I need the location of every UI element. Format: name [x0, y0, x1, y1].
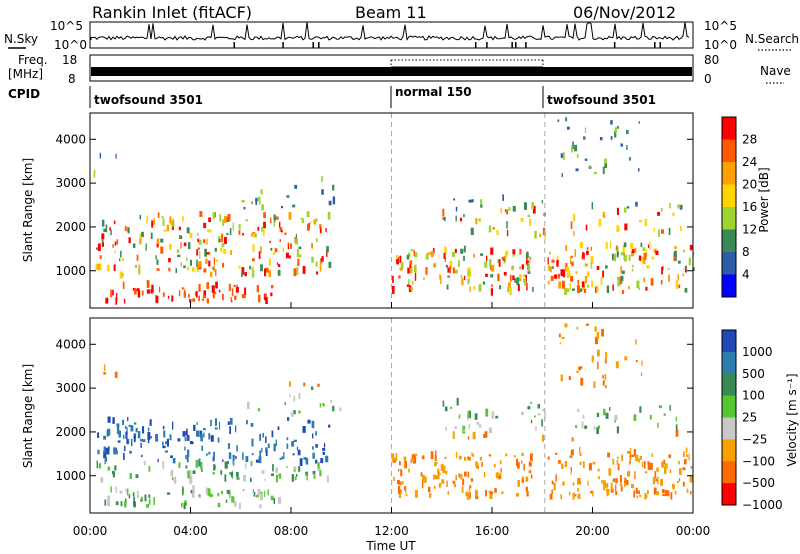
- power-ytick-label: 2000: [55, 220, 86, 234]
- station-title: Rankin Inlet (fitACF): [92, 3, 252, 22]
- power-ytick-label: 1000: [55, 264, 86, 278]
- power-colorbar-label: Power [dB]: [757, 167, 771, 232]
- velocity-ylabel: Slant Range [km]: [21, 364, 35, 468]
- power-colorbar-tick: 28: [742, 133, 757, 147]
- freq-unit-label: [MHz]: [8, 67, 43, 81]
- freq-tick-low: 8: [68, 72, 76, 86]
- nsky-tick-low: 10^0: [54, 38, 87, 52]
- velocity-colorbar: 1000 500 100 25 −25 −100 −500 −1000: [721, 329, 783, 512]
- freq-tick-high: 18: [62, 53, 77, 67]
- velocity-ytick-label: 2000: [55, 425, 86, 439]
- power-colorbar-swatch: [722, 207, 736, 230]
- velocity-colorbar-tick: 25: [742, 411, 757, 425]
- velocity-colorbar-tick: 100: [742, 389, 765, 403]
- velocity-colorbar-swatch: [722, 439, 736, 462]
- beam-title: Beam 11: [355, 3, 427, 22]
- power-colorbar-swatch: [722, 139, 736, 163]
- velocity-colorbar-swatch: [722, 483, 736, 506]
- nave-trace: [390, 59, 544, 68]
- velocity-colorbar-tick: 500: [742, 367, 765, 381]
- power-colorbar-swatch: [722, 184, 736, 208]
- power-colorbar-swatch: [722, 229, 736, 253]
- nsearch-tick-low: 10^0: [704, 38, 737, 52]
- time-tick-label: 08:00: [274, 524, 309, 538]
- power-heatmap: [93, 113, 695, 308]
- power-colorbar-tick: 12: [742, 223, 757, 237]
- cpid-segment-3: twofsound 3501: [547, 93, 656, 107]
- velocity-ytick-label: 1000: [55, 469, 86, 483]
- nsearch-tick-high: 10^5: [704, 19, 737, 33]
- freq-trace: [91, 67, 692, 76]
- freq-label: Freq.: [18, 53, 48, 67]
- time-tick-label: 00:00: [676, 524, 711, 538]
- velocity-colorbar-tick: −100: [742, 454, 775, 468]
- nave-tick-low: 0: [704, 72, 712, 86]
- time-tick-label: 00:00: [73, 524, 108, 538]
- velocity-colorbar-tick: 1000: [742, 345, 773, 359]
- nsky-label: N.Sky: [4, 32, 38, 46]
- velocity-colorbar-swatch: [722, 330, 736, 353]
- nsearch-label: N.Search: [745, 32, 799, 46]
- velocity-colorbar-swatch: [722, 395, 736, 418]
- power-ylabel: Slant Range [km]: [21, 158, 35, 262]
- velocity-axis: 1000 2000 3000 4000: [55, 337, 693, 483]
- power-axis: 1000 2000 3000 4000: [55, 132, 693, 278]
- power-colorbar-swatch: [722, 274, 736, 298]
- time-tick-label: 12:00: [374, 524, 409, 538]
- velocity-colorbar-swatch: [722, 461, 736, 484]
- nsky-panel: [89, 21, 694, 49]
- power-colorbar-tick: 16: [742, 200, 757, 214]
- velocity-colorbar-swatch: [722, 373, 736, 397]
- nsky-trace: [90, 22, 690, 48]
- time-tick-label: 16:00: [475, 524, 510, 538]
- velocity-colorbar-label: Velocity [m s⁻¹]: [785, 373, 799, 466]
- velocity-colorbar-tick: −25: [742, 432, 767, 446]
- power-colorbar-swatch: [722, 117, 736, 140]
- velocity-colorbar-tick: −1000: [742, 498, 783, 512]
- nave-tick-high: 80: [704, 53, 719, 67]
- power-ytick-label: 4000: [55, 132, 86, 146]
- velocity-heatmap: [96, 318, 693, 513]
- power-colorbar-swatch: [722, 162, 736, 185]
- power-colorbar-swatch: [722, 252, 736, 275]
- cpid-segment-1: twofsound 3501: [94, 93, 203, 107]
- cpid-label: CPID: [8, 87, 40, 101]
- velocity-ytick-label: 4000: [55, 337, 86, 351]
- power-colorbar-tick: 20: [742, 178, 757, 192]
- power-colorbar-tick: 8: [742, 245, 750, 259]
- nave-label: Nave: [760, 64, 791, 78]
- velocity-colorbar-tick: −500: [742, 476, 775, 490]
- date-title: 06/Nov/2012: [573, 3, 676, 22]
- time-axis: 00:00 04:00 08:00 12:00 16:00 20:00 00:00: [73, 302, 711, 538]
- power-colorbar-tick: 4: [742, 268, 750, 282]
- freq-panel: [89, 54, 694, 82]
- cpid-segment-2: normal 150: [395, 85, 472, 99]
- time-tick-label: 04:00: [173, 524, 208, 538]
- time-tick-label: 20:00: [575, 524, 610, 538]
- nsky-tick-high: 10^5: [50, 19, 83, 33]
- velocity-colorbar-swatch: [722, 351, 736, 375]
- power-ytick-label: 3000: [55, 176, 86, 190]
- power-colorbar: 28 24 20 16 12 8 4: [721, 116, 757, 298]
- time-xlabel: Time UT: [365, 539, 416, 553]
- power-colorbar-tick: 24: [742, 155, 757, 169]
- velocity-ytick-label: 3000: [55, 381, 86, 395]
- velocity-colorbar-swatch: [722, 417, 736, 440]
